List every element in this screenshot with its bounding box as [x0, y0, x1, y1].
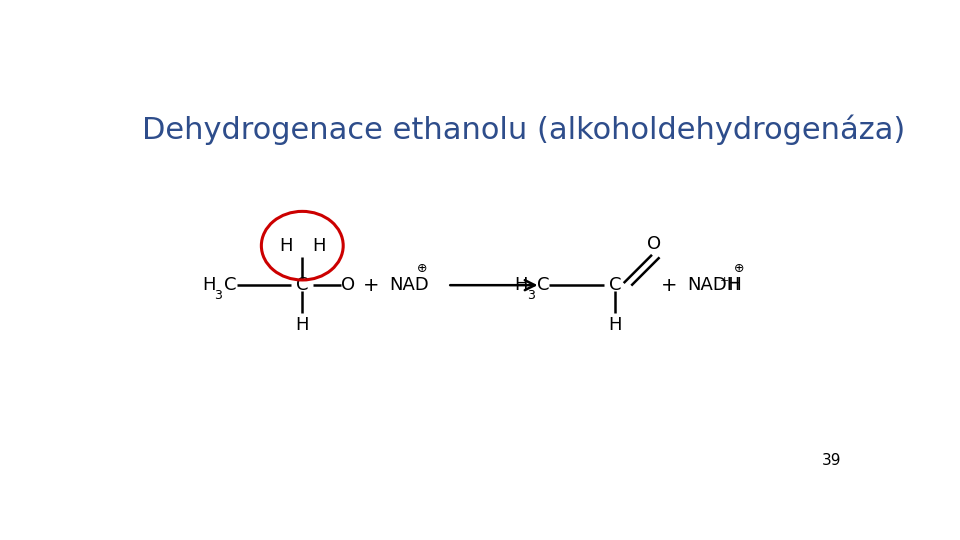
Text: +: +	[660, 276, 678, 295]
Text: O: O	[647, 234, 661, 253]
Text: O: O	[342, 276, 355, 294]
Text: H: H	[312, 237, 325, 255]
Text: +: +	[363, 276, 380, 295]
Text: ⊕: ⊕	[733, 262, 744, 275]
Text: C: C	[296, 276, 308, 294]
Text: H: H	[608, 316, 621, 334]
Text: 39: 39	[822, 453, 842, 468]
Text: ⁺H: ⁺H	[720, 276, 742, 294]
Text: C: C	[537, 276, 549, 294]
Text: H: H	[279, 237, 293, 255]
Text: H: H	[515, 276, 528, 294]
Text: H: H	[296, 316, 309, 334]
Text: 3: 3	[527, 289, 535, 302]
Text: NAD: NAD	[390, 276, 429, 294]
Text: C: C	[225, 276, 237, 294]
Text: Dehydrogenace ethanolu (alkoholdehydrogenáza): Dehydrogenace ethanolu (alkoholdehydroge…	[142, 114, 905, 145]
Text: 3: 3	[214, 289, 223, 302]
Text: C: C	[609, 276, 621, 294]
Text: NADH: NADH	[687, 276, 740, 294]
Text: ⊕: ⊕	[417, 262, 427, 275]
Text: H: H	[202, 276, 215, 294]
